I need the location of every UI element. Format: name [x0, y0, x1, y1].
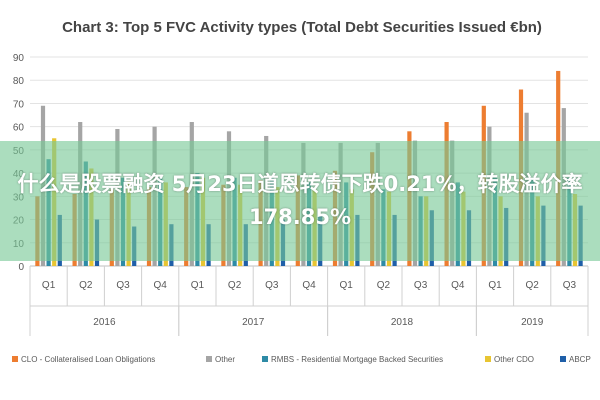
y-tick-label: 80: [13, 76, 25, 87]
x-tick-label: Q3: [563, 280, 577, 291]
x-tick-label: Q1: [42, 280, 56, 291]
caption-banner: 什么是股票融资 5月23日道恩转债下跌0.21%，转股溢价率178.85%: [0, 141, 600, 261]
x-tick-label: Q1: [191, 280, 205, 291]
x-axis: Q1 Q2 Q3 Q4 Q1 Q2 Q3 Q4 Q1 Q2 Q3 Q4 Q1 Q2 Q3 2016 2017 20…: [29, 266, 589, 336]
y-tick-label: 70: [13, 99, 25, 110]
x-tick-label: Q4: [451, 280, 465, 291]
legend-label: ABCP: [569, 355, 591, 364]
y-tick-label: 0: [18, 262, 24, 273]
legend-label: Other: [215, 355, 235, 364]
chart-title: Chart 3: Top 5 FVC Activity types (Total…: [62, 19, 542, 36]
legend-swatch: [206, 356, 212, 362]
legend-label: Other CDO: [494, 355, 534, 364]
legend-swatch: [12, 356, 18, 362]
x-group-label: 2018: [391, 317, 414, 328]
y-tick-label: 90: [13, 53, 25, 64]
x-tick-label: Q1: [340, 280, 354, 291]
x-tick-label: Q2: [377, 280, 391, 291]
legend-label: RMBS - Residential Mortgage Backed Secur…: [271, 355, 443, 364]
legend-label: CLO - Collateralised Loan Obligations: [21, 355, 155, 364]
legend-swatch: [262, 356, 268, 362]
x-tick-label: Q3: [414, 280, 428, 291]
x-tick-label: Q4: [302, 280, 316, 291]
legend-swatch: [560, 356, 566, 362]
x-tick-label: Q4: [154, 280, 168, 291]
x-group-label: 2017: [242, 317, 265, 328]
x-tick-label: Q3: [116, 280, 130, 291]
caption-text: 什么是股票融资 5月23日道恩转债下跌0.21%，转股溢价率178.85%: [17, 172, 583, 229]
x-tick-label: Q1: [488, 280, 502, 291]
x-tick-label: Q2: [228, 280, 242, 291]
x-group-label: 2016: [93, 317, 116, 328]
x-tick-label: Q2: [526, 280, 540, 291]
x-group-label: 2019: [521, 317, 544, 328]
x-tick-label: Q3: [265, 280, 279, 291]
legend-swatch: [485, 356, 491, 362]
legend: CLO - Collateralised Loan Obligations Oth…: [12, 355, 591, 364]
y-tick-label: 60: [13, 123, 25, 134]
x-tick-label: Q2: [79, 280, 93, 291]
